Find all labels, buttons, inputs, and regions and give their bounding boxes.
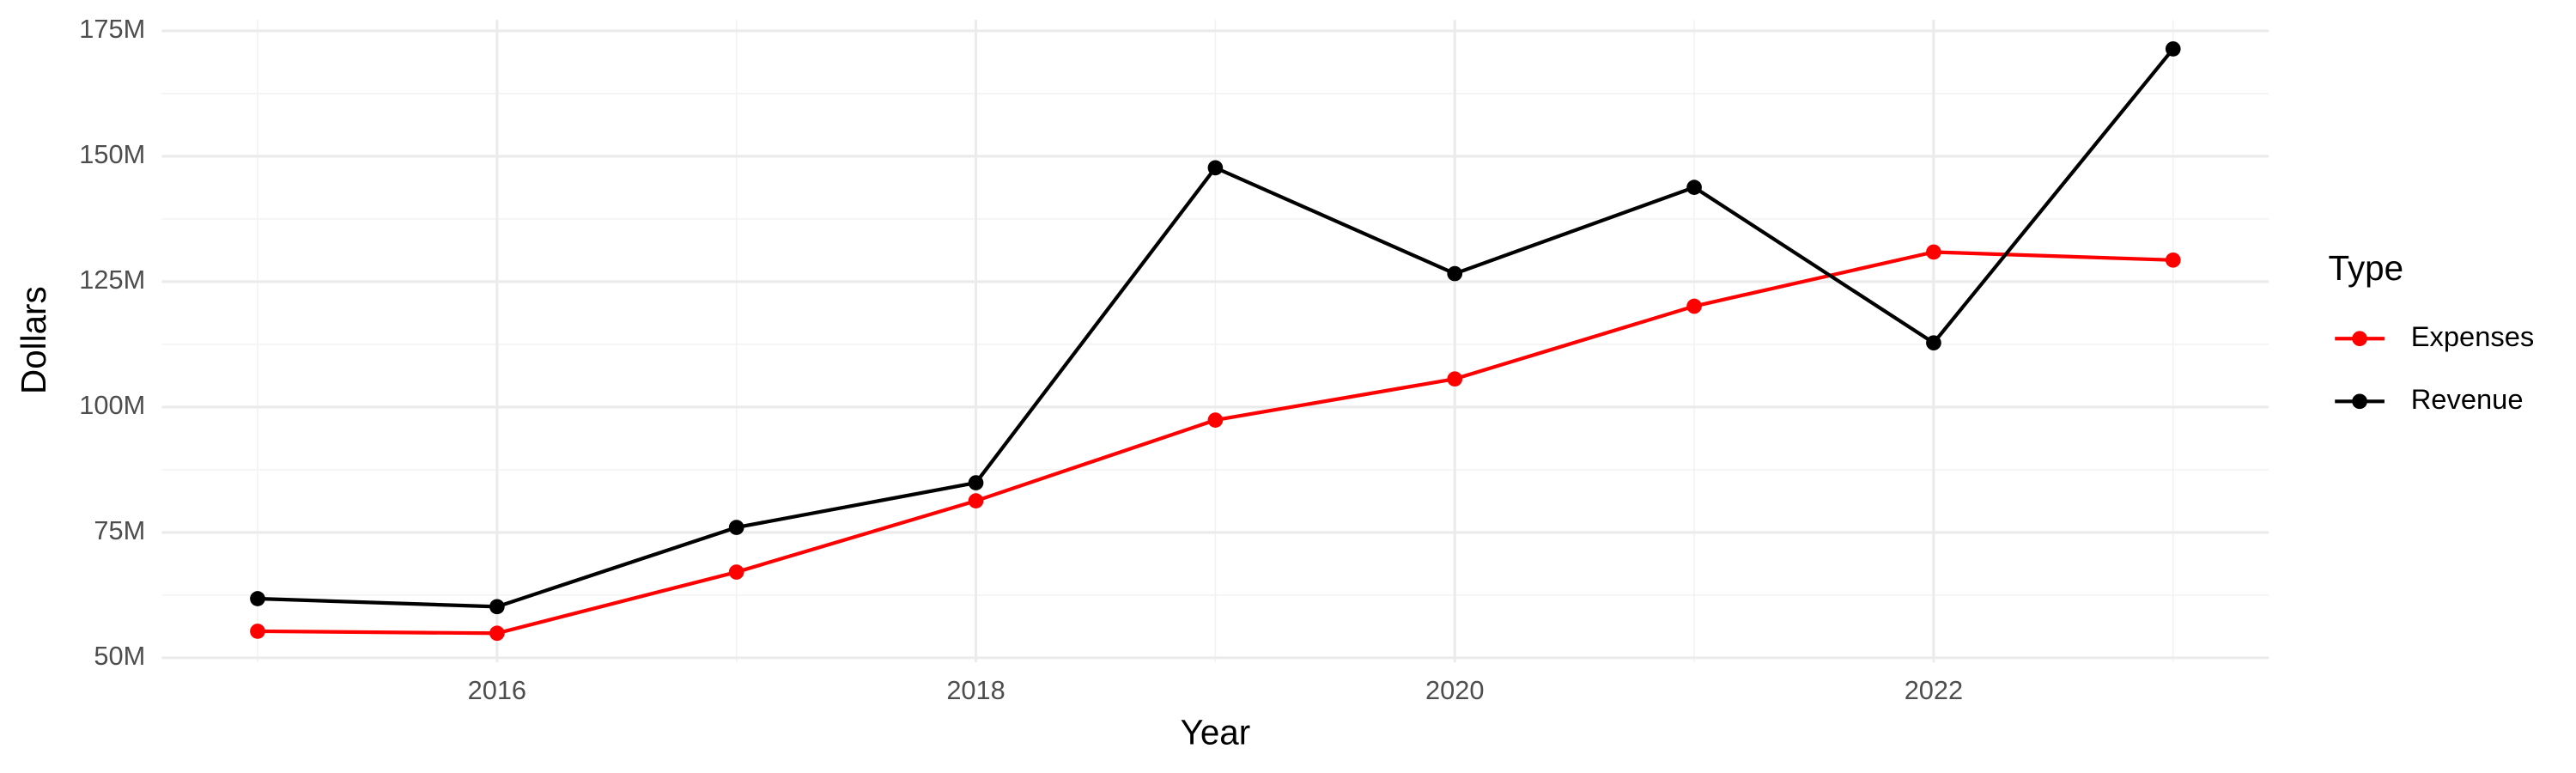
data-point (728, 564, 744, 580)
legend-swatch-point (2352, 331, 2367, 347)
x-tick-label: 2016 (468, 675, 526, 705)
y-tick-label: 125M (79, 265, 145, 295)
data-point (2165, 252, 2181, 268)
data-point (1926, 244, 1941, 260)
data-point (1207, 412, 1224, 428)
y-axis-title: Dollars (14, 286, 53, 394)
data-point (250, 591, 265, 606)
data-point (250, 624, 265, 639)
data-point (1447, 265, 1463, 282)
data-point (968, 493, 984, 508)
data-point (968, 475, 984, 490)
legend-title: Type (2329, 248, 2404, 288)
data-point (1447, 371, 1463, 387)
legend-label: Expenses (2411, 320, 2535, 352)
x-tick-label: 2020 (1425, 675, 1484, 705)
legend-swatch-point (2352, 393, 2367, 410)
legend-label: Revenue (2411, 383, 2524, 415)
data-point (728, 520, 744, 535)
y-tick-label: 75M (94, 515, 145, 545)
data-point (1207, 160, 1224, 176)
x-tick-label: 2022 (1905, 675, 1963, 705)
data-point (2165, 41, 2181, 57)
x-axis-title: Year (1181, 712, 1251, 752)
y-tick-label: 100M (79, 390, 145, 420)
y-tick-label: 50M (94, 641, 145, 671)
data-point (1686, 298, 1702, 314)
data-point (489, 625, 505, 642)
x-tick-label: 2018 (946, 675, 1005, 705)
data-point (489, 599, 505, 615)
y-tick-label: 175M (79, 14, 145, 44)
data-point (1686, 180, 1702, 195)
y-tick-label: 150M (79, 139, 145, 169)
data-point (1926, 335, 1941, 351)
